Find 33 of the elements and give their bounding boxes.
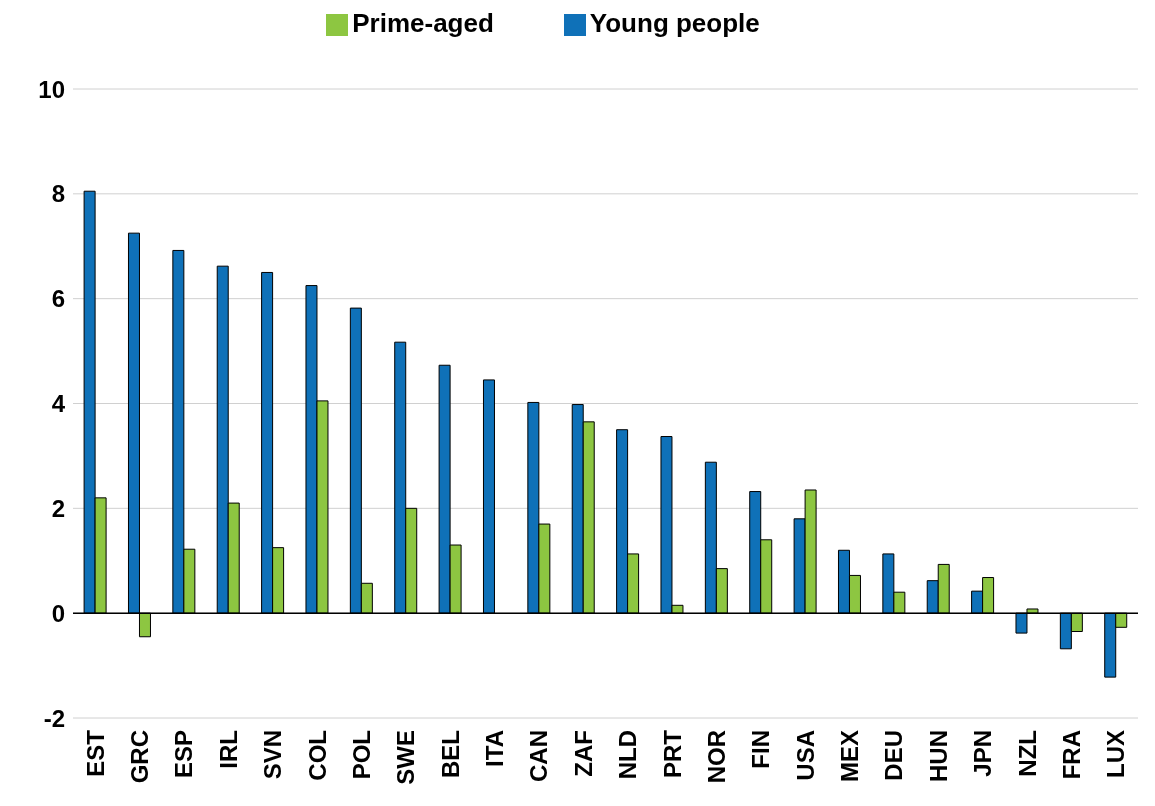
legend-label: Young people xyxy=(589,8,760,38)
x-tick-label: MEX xyxy=(836,730,864,783)
x-tick-label: JPN xyxy=(969,730,997,777)
x-tick-label: CAN xyxy=(525,730,553,782)
y-tick-label: 8 xyxy=(51,180,65,208)
y-tick-label: 0 xyxy=(51,599,65,627)
x-tick-label: NOR xyxy=(702,730,730,784)
x-tick-label: SVN xyxy=(259,730,287,780)
x-tick-label: IRL xyxy=(214,730,242,769)
x-tick-label: ITA xyxy=(481,730,509,767)
y-tick-label: 10 xyxy=(38,75,65,103)
x-tick-label: FIN xyxy=(747,730,775,769)
y-tick-label: 2 xyxy=(51,494,65,522)
x-tick-label: FRA xyxy=(1057,730,1085,780)
x-tick-label: HUN xyxy=(924,730,952,782)
x-tick-label: NZL xyxy=(1013,730,1041,777)
legend-label: Prime-aged xyxy=(352,8,494,38)
x-tick-label: SWE xyxy=(392,730,420,785)
x-tick-label: POL xyxy=(347,730,375,780)
x-tick-label: DEU xyxy=(880,730,908,781)
x-tick-label: LUX xyxy=(1102,730,1130,778)
x-tick-label: PRT xyxy=(658,729,686,778)
y-tick-label: 6 xyxy=(51,285,65,313)
x-tick-label: ZAF xyxy=(569,730,597,777)
x-tick-label: ESP xyxy=(170,730,198,779)
y-tick-label: -2 xyxy=(43,704,65,732)
x-tick-label: NLD xyxy=(614,730,642,780)
x-tick-label: BEL xyxy=(436,730,464,778)
x-tick-label: COL xyxy=(303,730,331,781)
x-tick-label: EST xyxy=(81,729,109,777)
x-tick-label: USA xyxy=(791,730,819,781)
y-tick-label: 4 xyxy=(51,390,66,418)
x-tick-label: GRC xyxy=(126,730,154,784)
